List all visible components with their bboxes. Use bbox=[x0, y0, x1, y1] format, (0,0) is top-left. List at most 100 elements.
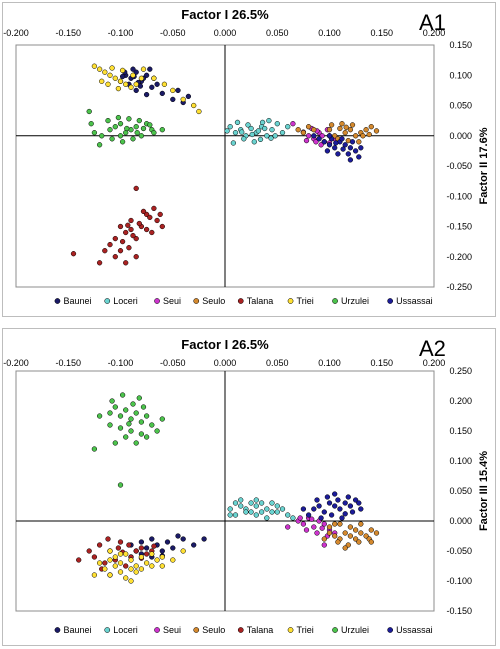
data-point bbox=[130, 136, 136, 142]
legend-label: Triei bbox=[297, 296, 314, 306]
data-point bbox=[105, 117, 111, 124]
data-point bbox=[356, 139, 362, 145]
data-point bbox=[117, 539, 124, 545]
data-point bbox=[157, 211, 163, 218]
data-point bbox=[347, 127, 354, 133]
y-tick-label: 0.150 bbox=[449, 426, 472, 436]
legend-marker bbox=[193, 627, 200, 633]
y-tick-label: -0.100 bbox=[446, 191, 472, 201]
data-point bbox=[151, 205, 157, 212]
data-point bbox=[332, 533, 338, 539]
data-point bbox=[249, 131, 255, 138]
data-point bbox=[274, 503, 280, 509]
data-point bbox=[154, 81, 160, 87]
data-point bbox=[112, 75, 118, 81]
data-point bbox=[345, 494, 351, 500]
data-point bbox=[295, 127, 301, 133]
data-point bbox=[147, 122, 153, 128]
data-point bbox=[253, 512, 259, 518]
x-tick-label: -0.200 bbox=[3, 28, 29, 38]
legend-marker bbox=[332, 298, 338, 304]
data-point bbox=[356, 500, 362, 506]
data-point bbox=[170, 87, 176, 94]
data-point bbox=[300, 506, 307, 512]
data-point bbox=[91, 446, 98, 452]
series-seulo bbox=[295, 121, 380, 145]
data-point bbox=[133, 254, 139, 260]
data-point bbox=[96, 260, 103, 266]
data-point bbox=[138, 545, 145, 551]
data-point bbox=[117, 413, 124, 419]
data-point bbox=[138, 75, 145, 81]
data-point bbox=[201, 536, 207, 542]
data-point bbox=[154, 217, 160, 224]
data-point bbox=[342, 142, 348, 148]
x-tick-label: -0.150 bbox=[55, 28, 81, 38]
data-point bbox=[342, 130, 348, 136]
data-point bbox=[107, 72, 113, 78]
data-point bbox=[128, 226, 134, 233]
data-point bbox=[133, 124, 139, 130]
data-point bbox=[305, 124, 312, 130]
data-point bbox=[159, 548, 165, 554]
data-point bbox=[300, 521, 307, 527]
data-point bbox=[126, 421, 132, 427]
data-point bbox=[311, 506, 317, 512]
legend-label: Triei bbox=[297, 625, 314, 635]
data-point bbox=[109, 136, 115, 142]
x-tick-label: 0.150 bbox=[370, 28, 393, 38]
data-point bbox=[373, 530, 380, 536]
x-tick-label: 0.200 bbox=[423, 28, 446, 38]
data-point bbox=[170, 96, 176, 103]
data-point bbox=[318, 142, 324, 148]
panel-a2: Factor I 26.5% A2 -0.200 -0.150 -0.100 -0.050… bbox=[2, 328, 496, 646]
data-point bbox=[349, 139, 356, 145]
data-point bbox=[269, 509, 275, 515]
legend-marker bbox=[287, 627, 294, 633]
data-point bbox=[119, 139, 126, 145]
data-point bbox=[241, 136, 247, 142]
data-point bbox=[136, 117, 142, 124]
data-point bbox=[342, 511, 348, 517]
data-point bbox=[274, 121, 280, 127]
data-point bbox=[258, 500, 265, 506]
data-point bbox=[159, 554, 165, 560]
data-point bbox=[328, 512, 335, 518]
data-point bbox=[268, 135, 274, 141]
data-point bbox=[311, 524, 317, 530]
data-point bbox=[248, 500, 254, 506]
y-tick-label: 0.050 bbox=[449, 486, 472, 496]
data-point bbox=[112, 563, 118, 569]
data-point bbox=[262, 125, 268, 132]
data-point bbox=[285, 124, 291, 130]
x-tick-label: -0.050 bbox=[160, 358, 186, 368]
legend-label: Seui bbox=[163, 625, 181, 635]
data-point bbox=[119, 238, 126, 245]
data-point bbox=[107, 572, 113, 578]
data-point bbox=[117, 482, 124, 488]
series-ussassai bbox=[311, 133, 364, 163]
data-point bbox=[324, 494, 331, 500]
data-point bbox=[269, 127, 275, 133]
data-point bbox=[70, 251, 77, 257]
data-point bbox=[128, 416, 134, 422]
data-point bbox=[151, 543, 157, 549]
data-point bbox=[303, 137, 310, 144]
series-triei bbox=[91, 548, 186, 584]
data-point bbox=[326, 524, 333, 530]
x-tick-label: -0.050 bbox=[160, 28, 186, 38]
data-point bbox=[314, 530, 320, 536]
data-point bbox=[149, 422, 155, 428]
x-tick-label: 0.000 bbox=[214, 28, 237, 38]
legend-label: Ussassai bbox=[396, 625, 433, 635]
data-point bbox=[326, 142, 333, 148]
data-point bbox=[264, 133, 270, 139]
data-point bbox=[154, 428, 160, 434]
data-point bbox=[300, 130, 307, 136]
data-point bbox=[319, 525, 325, 531]
y-tick-label: -0.200 bbox=[446, 252, 472, 262]
data-point bbox=[326, 530, 333, 536]
x-tick-label: 0.050 bbox=[266, 358, 289, 368]
data-point bbox=[352, 148, 359, 154]
